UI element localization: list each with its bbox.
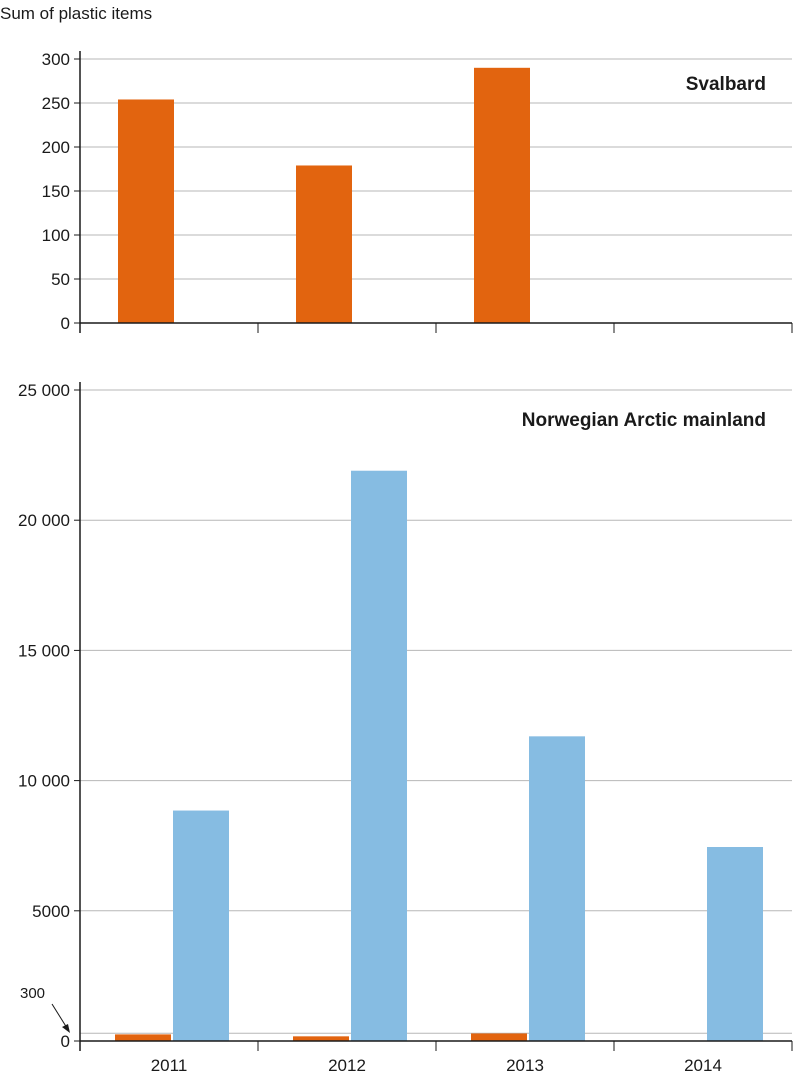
bar-2011 bbox=[118, 99, 174, 323]
bar-2012 bbox=[296, 165, 352, 323]
x-tick-label: 2011 bbox=[151, 1056, 188, 1075]
bar-2011-series-0 bbox=[115, 1034, 171, 1041]
x-tick-label: 2012 bbox=[328, 1056, 366, 1075]
bar-2013 bbox=[474, 67, 530, 323]
y-tick-label: 0 bbox=[61, 314, 70, 333]
y-tick-label: 100 bbox=[42, 226, 70, 245]
bar-2014-series-1 bbox=[707, 847, 763, 1041]
y-tick-label: 250 bbox=[42, 94, 70, 113]
x-tick-label: 2013 bbox=[506, 1056, 544, 1075]
y-tick-label: 10 000 bbox=[18, 772, 70, 791]
svalbard-gridlines bbox=[80, 58, 792, 280]
bar-2012-series-0 bbox=[293, 1036, 349, 1041]
y-tick-label: 25 000 bbox=[18, 381, 70, 400]
annotation-300-label: 300 bbox=[20, 985, 45, 1002]
mainland-x-ticks: 2011 2012 2013 2014 bbox=[151, 1056, 722, 1075]
svalbard-y-ticks: 0 50 100 150 200 250 300 bbox=[42, 50, 80, 333]
y-tick-label: 50 bbox=[51, 270, 70, 289]
svalbard-axes bbox=[79, 51, 793, 333]
y-tick-label: 300 bbox=[42, 50, 70, 69]
y-tick-label: 0 bbox=[61, 1032, 70, 1051]
y-tick-label: 5000 bbox=[32, 902, 70, 921]
bar-2013-series-1 bbox=[529, 736, 585, 1041]
y-tick-label: 150 bbox=[42, 182, 70, 201]
bar-2012-series-1 bbox=[351, 470, 407, 1041]
y-tick-label: 20 000 bbox=[18, 511, 70, 530]
svalbard-bars bbox=[118, 67, 530, 323]
bar-2011-series-1 bbox=[173, 810, 229, 1041]
bar-2013-series-0 bbox=[471, 1033, 527, 1041]
mainland-panel-title: Norwegian Arctic mainland bbox=[522, 410, 766, 431]
mainland-y-ticks: 0 5000 10 000 15 000 20 000 25 000 bbox=[18, 381, 80, 1051]
y-tick-label: 15 000 bbox=[18, 641, 70, 660]
y-tick-label: 200 bbox=[42, 138, 70, 157]
mainland-bars bbox=[115, 470, 763, 1041]
annotation-arrow bbox=[51, 1003, 70, 1033]
svalbard-panel: Sum of plastic items 050100150200250300 … bbox=[0, 4, 793, 333]
x-tick-label: 2014 bbox=[684, 1056, 722, 1075]
svalbard-panel-title: Svalbard bbox=[686, 74, 766, 95]
mainland-axes bbox=[79, 382, 793, 1051]
y-axis-title: Sum of plastic items bbox=[0, 4, 152, 23]
